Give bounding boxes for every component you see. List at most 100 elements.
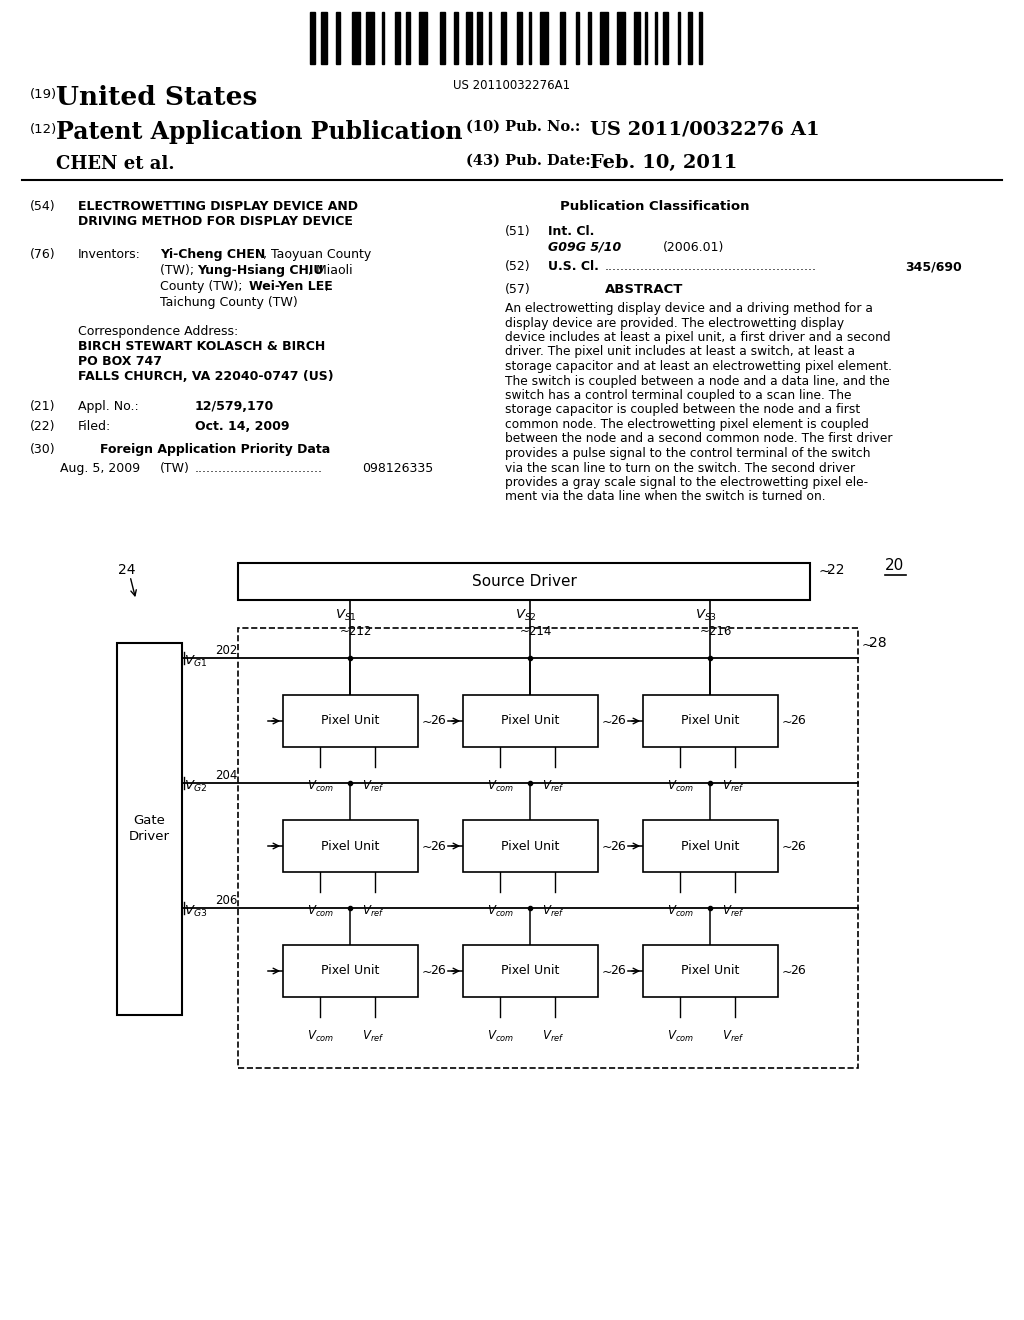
Bar xyxy=(310,12,315,63)
Bar xyxy=(463,945,598,997)
Text: $V_{S1}$: $V_{S1}$ xyxy=(335,609,357,623)
Text: ~: ~ xyxy=(422,715,432,729)
Text: $V_{ref}$: $V_{ref}$ xyxy=(722,904,744,919)
Text: ABSTRACT: ABSTRACT xyxy=(605,282,683,296)
Text: storage capacitor and at least an electrowetting pixel element.: storage capacitor and at least an electr… xyxy=(505,360,892,374)
Text: $V_{com}$: $V_{com}$ xyxy=(487,1030,514,1044)
Text: 22: 22 xyxy=(827,564,845,577)
Text: 26: 26 xyxy=(610,965,626,978)
Text: display device are provided. The electrowetting display: display device are provided. The electro… xyxy=(505,317,844,330)
Text: ment via the data line when the switch is turned on.: ment via the data line when the switch i… xyxy=(505,491,825,503)
Text: $V_{ref}$: $V_{ref}$ xyxy=(542,779,564,795)
Text: 26: 26 xyxy=(430,840,445,853)
Text: provides a gray scale signal to the electrowetting pixel ele-: provides a gray scale signal to the elec… xyxy=(505,477,868,488)
Text: 202: 202 xyxy=(215,644,238,657)
Bar xyxy=(645,12,647,63)
Text: $V_{com}$: $V_{com}$ xyxy=(307,904,334,919)
Text: 26: 26 xyxy=(610,714,626,727)
Text: $V_{com}$: $V_{com}$ xyxy=(307,1030,334,1044)
Text: ~212: ~212 xyxy=(340,624,373,638)
Bar xyxy=(643,945,778,997)
Bar xyxy=(283,820,418,873)
Text: 26: 26 xyxy=(790,714,806,727)
Text: $V_{ref}$: $V_{ref}$ xyxy=(722,1030,744,1044)
Text: ~216: ~216 xyxy=(700,624,732,638)
Text: 26: 26 xyxy=(610,840,626,853)
Bar xyxy=(588,12,591,63)
Bar xyxy=(517,12,522,63)
Text: switch has a control terminal coupled to a scan line. The: switch has a control terminal coupled to… xyxy=(505,389,852,403)
Text: 26: 26 xyxy=(430,714,445,727)
Text: Feb. 10, 2011: Feb. 10, 2011 xyxy=(590,154,737,172)
Bar xyxy=(463,696,598,747)
Text: (22): (22) xyxy=(30,420,55,433)
Text: US 2011/0032276 A1: US 2011/0032276 A1 xyxy=(590,120,819,139)
Text: storage capacitor is coupled between the node and a first: storage capacitor is coupled between the… xyxy=(505,404,860,417)
Text: Aug. 5, 2009: Aug. 5, 2009 xyxy=(60,462,140,475)
Text: ................................: ................................ xyxy=(195,462,323,475)
Text: 12/579,170: 12/579,170 xyxy=(195,400,274,413)
Text: The switch is coupled between a node and a data line, and the: The switch is coupled between a node and… xyxy=(505,375,890,388)
Text: Pixel Unit: Pixel Unit xyxy=(501,840,559,853)
Text: (57): (57) xyxy=(505,282,530,296)
Text: FALLS CHURCH, VA 22040-0747 (US): FALLS CHURCH, VA 22040-0747 (US) xyxy=(78,370,334,383)
Text: U.S. Cl.: U.S. Cl. xyxy=(548,260,599,273)
Bar xyxy=(321,12,327,63)
Bar xyxy=(238,564,810,601)
Text: Pixel Unit: Pixel Unit xyxy=(321,840,379,853)
Text: provides a pulse signal to the control terminal of the switch: provides a pulse signal to the control t… xyxy=(505,447,870,459)
Text: Pixel Unit: Pixel Unit xyxy=(321,965,379,978)
Text: Pixel Unit: Pixel Unit xyxy=(321,714,379,727)
Bar xyxy=(560,12,565,63)
Text: (12): (12) xyxy=(30,123,57,136)
Text: United States: United States xyxy=(56,84,257,110)
Text: US 20110032276A1: US 20110032276A1 xyxy=(454,79,570,92)
Text: ~214: ~214 xyxy=(520,624,552,638)
Text: Gate: Gate xyxy=(133,814,166,828)
Text: An electrowetting display device and a driving method for a: An electrowetting display device and a d… xyxy=(505,302,872,315)
Text: $V_{ref}$: $V_{ref}$ xyxy=(362,904,384,919)
Text: $V_{com}$: $V_{com}$ xyxy=(667,1030,694,1044)
Text: Wei-Yen LEE: Wei-Yen LEE xyxy=(249,280,333,293)
Text: 26: 26 xyxy=(790,965,806,978)
Text: ~: ~ xyxy=(422,965,432,978)
Text: Pixel Unit: Pixel Unit xyxy=(681,714,739,727)
Bar xyxy=(501,12,506,63)
Text: $V_{ref}$: $V_{ref}$ xyxy=(542,1030,564,1044)
Text: ~: ~ xyxy=(782,715,793,729)
Text: (76): (76) xyxy=(30,248,55,261)
Text: Patent Application Publication: Patent Application Publication xyxy=(56,120,463,144)
Bar xyxy=(699,12,702,63)
Bar xyxy=(678,12,680,63)
Text: $V_{G1}$: $V_{G1}$ xyxy=(184,653,207,668)
Text: (19): (19) xyxy=(30,88,57,102)
Text: $V_{com}$: $V_{com}$ xyxy=(667,779,694,795)
Text: ~: ~ xyxy=(602,841,612,854)
Text: (10) Pub. No.:: (10) Pub. No.: xyxy=(466,120,581,135)
Bar xyxy=(477,12,482,63)
Text: Yung-Hsiang CHIU: Yung-Hsiang CHIU xyxy=(197,264,324,277)
Text: ,: , xyxy=(325,280,329,293)
Bar xyxy=(406,12,410,63)
Bar xyxy=(655,12,657,63)
Bar xyxy=(382,12,384,63)
Text: Pixel Unit: Pixel Unit xyxy=(681,965,739,978)
Text: Filed:: Filed: xyxy=(78,420,112,433)
Bar xyxy=(352,12,360,63)
Bar xyxy=(489,12,490,63)
Text: device includes at least a pixel unit, a first driver and a second: device includes at least a pixel unit, a… xyxy=(505,331,891,345)
Text: Oct. 14, 2009: Oct. 14, 2009 xyxy=(195,420,290,433)
Text: ~: ~ xyxy=(782,965,793,978)
Text: Correspondence Address:: Correspondence Address: xyxy=(78,325,239,338)
Text: $V_{com}$: $V_{com}$ xyxy=(487,779,514,795)
Text: Pixel Unit: Pixel Unit xyxy=(501,965,559,978)
Text: , Miaoli: , Miaoli xyxy=(308,264,352,277)
Text: Inventors:: Inventors: xyxy=(78,248,141,261)
Text: ~: ~ xyxy=(818,565,829,579)
Text: 28: 28 xyxy=(869,636,887,649)
Bar xyxy=(663,12,668,63)
Bar xyxy=(575,12,579,63)
Text: Pixel Unit: Pixel Unit xyxy=(681,840,739,853)
Text: (TW);: (TW); xyxy=(160,264,198,277)
Text: ~: ~ xyxy=(862,639,872,652)
